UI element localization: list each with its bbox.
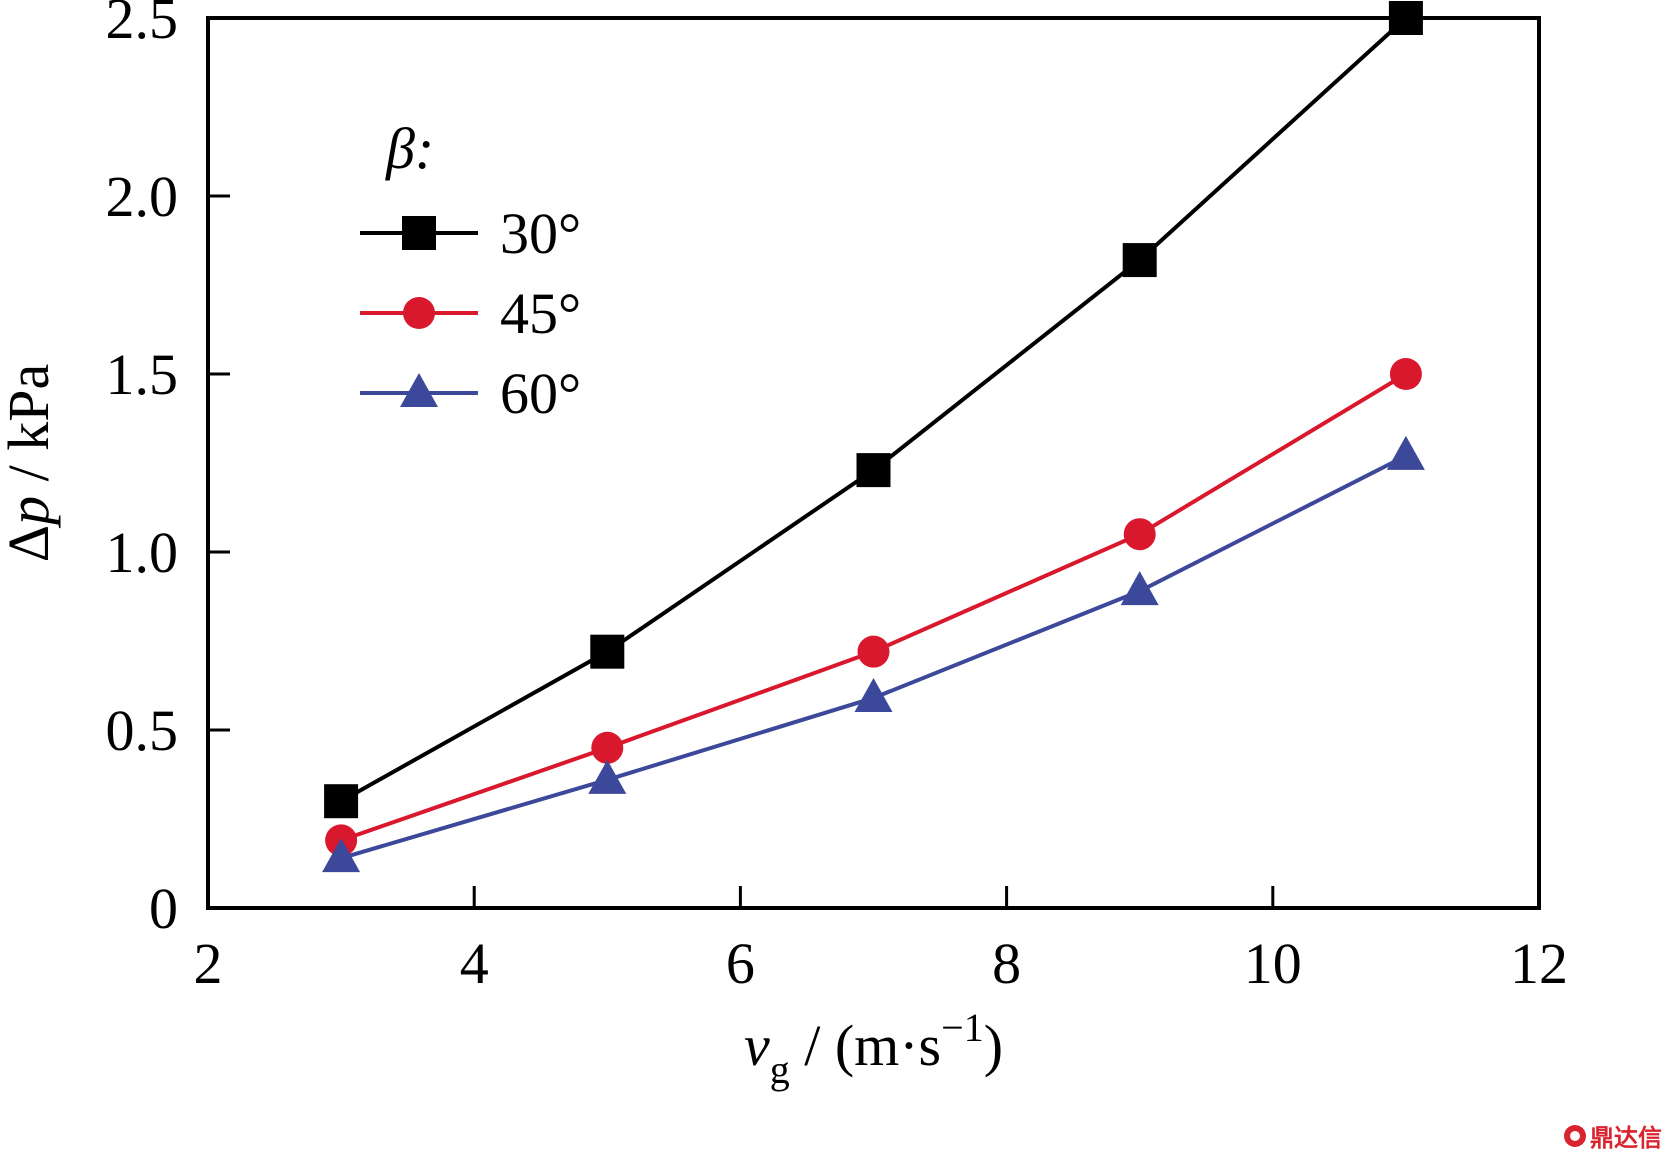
y-tick-label: 0.5 [106,698,179,763]
y-axis-label-delta: Δ [0,525,61,562]
x-axis-label-exp: −1 [941,1005,984,1050]
legend: β: 30° 45° 60° [360,116,581,426]
series-45 [325,358,1422,857]
data-point-45 [857,635,890,668]
data-point-60 [588,759,627,794]
x-tick-label: 4 [460,931,489,996]
legend-swatch-marker [402,216,436,250]
legend-swatch-marker [403,297,435,329]
data-point-60 [1386,435,1425,470]
watermark-text: 鼎达信 [1590,1124,1662,1152]
x-axis-label-close: ) [984,1013,1003,1078]
legend-entry-60: 60° [360,361,581,426]
data-point-60 [854,677,893,712]
data-point-45 [591,731,624,764]
legend-entry-45: 45° [360,281,581,346]
data-point-60 [322,838,361,873]
y-axis-label-unit: / kPa [0,364,61,496]
x-axis-label: vg / (m·s−1) [744,1005,1003,1092]
y-axis-label-var: p [0,496,61,529]
legend-label: 45° [500,281,581,346]
data-point-30 [324,784,359,819]
legend-title: β: [385,116,434,181]
y-tick-label: 1.0 [106,520,179,585]
x-tick-label: 10 [1244,931,1302,996]
legend-swatch-marker [400,373,438,407]
data-point-45 [1389,358,1422,390]
x-axis-label-unit: / (m·s [790,1013,941,1078]
data-point-30 [856,453,891,488]
data-point-30 [1122,243,1157,278]
x-tick-label: 6 [726,931,755,996]
ticks-layer: 2 4 6 8 10 12 0 0.5 1.0 1.5 2.0 2.5 [106,0,1569,996]
series-30 [324,1,1423,819]
series-line-45 [340,372,1407,843]
legend-label: 30° [500,201,581,266]
series-layer [322,1,1425,873]
x-tick-label: 12 [1510,931,1568,996]
plot-frame [206,16,1541,910]
y-axis-label: Δp / kPa [0,364,61,562]
data-point-45 [1123,518,1156,551]
x-axis-label-var: v [744,1013,770,1078]
x-tick-label: 2 [194,931,223,996]
y-tick-label: 0 [149,876,178,941]
data-point-30 [590,634,625,669]
data-point-60 [1120,571,1159,606]
legend-label: 60° [500,361,581,426]
x-tick-label: 8 [992,931,1021,996]
x-axis-label-sub: g [770,1047,790,1092]
y-tick-label: 2.0 [106,164,179,229]
legend-entry-30: 30° [360,201,581,266]
y-tick-label: 2.5 [106,0,179,51]
watermark: 鼎达信 [1564,1118,1662,1153]
y-tick-label: 1.5 [106,342,179,407]
watermark-logo-icon [1564,1124,1586,1147]
series-60 [322,435,1425,873]
